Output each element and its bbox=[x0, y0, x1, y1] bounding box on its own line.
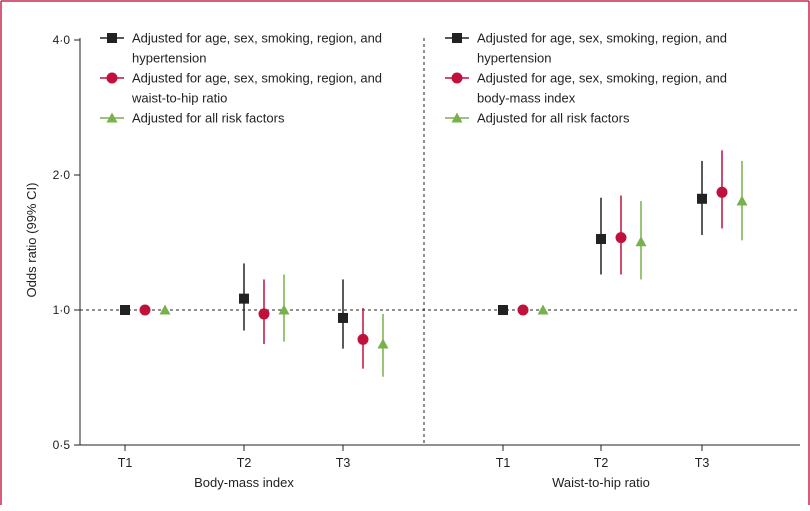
x-axis-label: Waist-to-hip ratio bbox=[552, 475, 650, 490]
data-point bbox=[278, 304, 290, 315]
data-point bbox=[377, 338, 389, 349]
legend-marker bbox=[107, 33, 117, 43]
data-point bbox=[697, 193, 707, 204]
legend-marker bbox=[106, 72, 118, 84]
data-point bbox=[596, 233, 606, 244]
legend-label: Adjusted for age, sex, smoking, region, … bbox=[132, 31, 382, 66]
data-point bbox=[239, 293, 249, 304]
axes-group: 0·5 1·0 2·0 4·0 T1 T2 T3 Body-mass index T1 T2 T3 W… bbox=[53, 33, 800, 490]
data-point bbox=[120, 305, 130, 315]
data-point bbox=[139, 304, 151, 316]
data-point bbox=[338, 312, 348, 323]
y-tick-label: 4·0 bbox=[53, 33, 71, 47]
data-point bbox=[258, 308, 270, 320]
legend-marker bbox=[451, 72, 463, 84]
legend-marker bbox=[106, 112, 118, 123]
data-point bbox=[615, 232, 627, 244]
x-tick-label: T3 bbox=[336, 456, 351, 470]
data-point bbox=[635, 236, 647, 247]
data-point bbox=[159, 304, 171, 315]
x-axis-label: Body-mass index bbox=[194, 475, 294, 490]
legend-marker bbox=[451, 112, 463, 123]
y-axis-label: Odds ratio (99% CI) bbox=[24, 183, 39, 298]
legends-group: Adjusted for age, sex, smoking, region, … bbox=[100, 31, 727, 126]
data-point bbox=[537, 304, 549, 315]
legend-marker bbox=[452, 33, 462, 43]
data-point bbox=[498, 305, 508, 315]
marks-group bbox=[120, 150, 748, 377]
x-tick-label: T1 bbox=[118, 456, 133, 470]
x-tick-label: T2 bbox=[594, 456, 609, 470]
y-tick-label: 1·0 bbox=[53, 303, 71, 317]
y-tick-label: 0·5 bbox=[53, 438, 71, 452]
x-tick-label: T2 bbox=[237, 456, 252, 470]
legend-label: Adjusted for age, sex, smoking, region, … bbox=[477, 71, 727, 106]
x-tick-label: T3 bbox=[695, 456, 710, 470]
y-tick-label: 2·0 bbox=[53, 168, 71, 182]
legend-label: Adjusted for all risk factors bbox=[477, 111, 630, 126]
data-point bbox=[357, 333, 369, 345]
data-point bbox=[517, 304, 529, 316]
data-point bbox=[716, 186, 728, 198]
legend-label: Adjusted for age, sex, smoking, region, … bbox=[131, 71, 382, 106]
data-point bbox=[736, 195, 748, 206]
legend-label: Adjusted for age, sex, smoking, region, … bbox=[477, 31, 727, 66]
x-tick-label: T1 bbox=[496, 456, 511, 470]
legend-label: Adjusted for all risk factors bbox=[132, 111, 285, 126]
